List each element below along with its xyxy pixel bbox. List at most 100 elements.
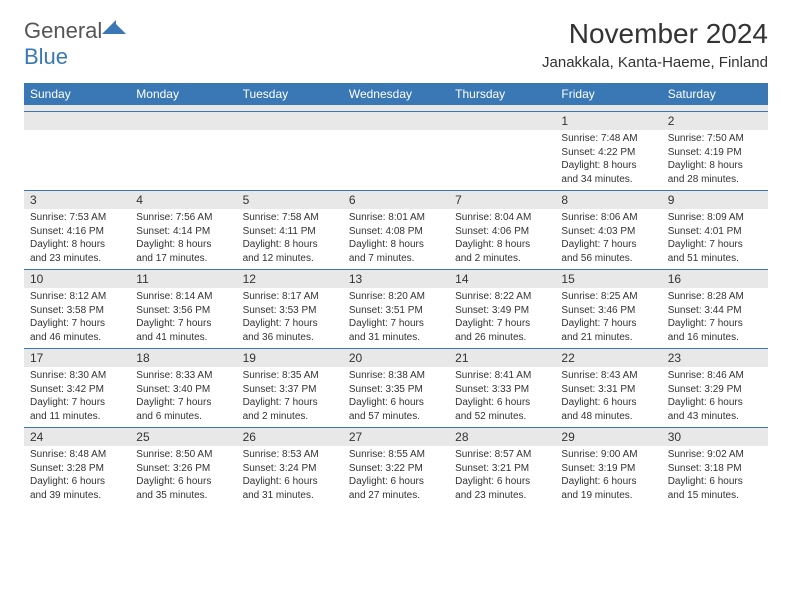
day-sunrise: Sunrise: 8:57 AM	[455, 448, 549, 462]
day-sunrise: Sunrise: 8:06 AM	[561, 211, 655, 225]
day-dl2: and 46 minutes.	[30, 331, 124, 345]
day-number	[237, 112, 343, 130]
day-body: Sunrise: 8:12 AMSunset: 3:58 PMDaylight:…	[24, 288, 130, 348]
day-dl2: and 31 minutes.	[349, 331, 443, 345]
day-sunrise: Sunrise: 8:53 AM	[243, 448, 337, 462]
day-dl1: Daylight: 6 hours	[668, 475, 762, 489]
calendar-cell: 12Sunrise: 8:17 AMSunset: 3:53 PMDayligh…	[237, 270, 343, 348]
day-dl2: and 23 minutes.	[455, 489, 549, 503]
day-number: 18	[130, 349, 236, 367]
day-body: Sunrise: 8:22 AMSunset: 3:49 PMDaylight:…	[449, 288, 555, 348]
day-body: Sunrise: 8:53 AMSunset: 3:24 PMDaylight:…	[237, 446, 343, 506]
calendar-cell: 5Sunrise: 7:58 AMSunset: 4:11 PMDaylight…	[237, 191, 343, 269]
header: General Blue November 2024 Janakkala, Ka…	[24, 18, 768, 71]
day-dl2: and 6 minutes.	[136, 410, 230, 424]
day-dl2: and 7 minutes.	[349, 252, 443, 266]
day-dl2: and 57 minutes.	[349, 410, 443, 424]
day-body: Sunrise: 8:28 AMSunset: 3:44 PMDaylight:…	[662, 288, 768, 348]
day-sunset: Sunset: 4:03 PM	[561, 225, 655, 239]
day-dl2: and 41 minutes.	[136, 331, 230, 345]
calendar-cell	[343, 112, 449, 190]
day-sunset: Sunset: 3:24 PM	[243, 462, 337, 476]
day-dl2: and 15 minutes.	[668, 489, 762, 503]
day-dl1: Daylight: 8 hours	[349, 238, 443, 252]
week-row: 17Sunrise: 8:30 AMSunset: 3:42 PMDayligh…	[24, 348, 768, 427]
logo-general: General	[24, 18, 102, 43]
logo-blue: Blue	[24, 44, 126, 70]
calendar-cell: 2Sunrise: 7:50 AMSunset: 4:19 PMDaylight…	[662, 112, 768, 190]
day-sunset: Sunset: 3:28 PM	[30, 462, 124, 476]
calendar-cell: 16Sunrise: 8:28 AMSunset: 3:44 PMDayligh…	[662, 270, 768, 348]
day-dl1: Daylight: 7 hours	[243, 396, 337, 410]
day-dl2: and 17 minutes.	[136, 252, 230, 266]
day-body: Sunrise: 7:56 AMSunset: 4:14 PMDaylight:…	[130, 209, 236, 269]
day-dl1: Daylight: 8 hours	[136, 238, 230, 252]
day-sunset: Sunset: 3:35 PM	[349, 383, 443, 397]
day-body: Sunrise: 7:53 AMSunset: 4:16 PMDaylight:…	[24, 209, 130, 269]
day-sunset: Sunset: 3:44 PM	[668, 304, 762, 318]
day-sunrise: Sunrise: 9:02 AM	[668, 448, 762, 462]
day-dl2: and 12 minutes.	[243, 252, 337, 266]
day-number: 26	[237, 428, 343, 446]
day-sunset: Sunset: 3:37 PM	[243, 383, 337, 397]
day-sunrise: Sunrise: 8:17 AM	[243, 290, 337, 304]
day-body: Sunrise: 9:00 AMSunset: 3:19 PMDaylight:…	[555, 446, 661, 506]
day-dl2: and 43 minutes.	[668, 410, 762, 424]
day-dl2: and 56 minutes.	[561, 252, 655, 266]
day-number: 11	[130, 270, 236, 288]
day-body: Sunrise: 8:50 AMSunset: 3:26 PMDaylight:…	[130, 446, 236, 506]
day-sunrise: Sunrise: 7:58 AM	[243, 211, 337, 225]
day-dl1: Daylight: 7 hours	[30, 317, 124, 331]
day-number: 12	[237, 270, 343, 288]
day-dl2: and 26 minutes.	[455, 331, 549, 345]
calendar-cell	[449, 112, 555, 190]
day-sunrise: Sunrise: 7:50 AM	[668, 132, 762, 146]
week-row: 3Sunrise: 7:53 AMSunset: 4:16 PMDaylight…	[24, 190, 768, 269]
calendar-cell: 6Sunrise: 8:01 AMSunset: 4:08 PMDaylight…	[343, 191, 449, 269]
calendar-cell: 15Sunrise: 8:25 AMSunset: 3:46 PMDayligh…	[555, 270, 661, 348]
day-dl2: and 31 minutes.	[243, 489, 337, 503]
day-sunset: Sunset: 3:53 PM	[243, 304, 337, 318]
day-sunset: Sunset: 3:26 PM	[136, 462, 230, 476]
day-sunset: Sunset: 4:19 PM	[668, 146, 762, 160]
day-dl2: and 19 minutes.	[561, 489, 655, 503]
day-sunrise: Sunrise: 8:30 AM	[30, 369, 124, 383]
day-number: 8	[555, 191, 661, 209]
day-number: 9	[662, 191, 768, 209]
calendar-cell: 9Sunrise: 8:09 AMSunset: 4:01 PMDaylight…	[662, 191, 768, 269]
day-body: Sunrise: 8:46 AMSunset: 3:29 PMDaylight:…	[662, 367, 768, 427]
day-header-sat: Saturday	[662, 83, 768, 105]
day-sunset: Sunset: 4:08 PM	[349, 225, 443, 239]
day-sunset: Sunset: 4:14 PM	[136, 225, 230, 239]
calendar-cell: 21Sunrise: 8:41 AMSunset: 3:33 PMDayligh…	[449, 349, 555, 427]
day-sunset: Sunset: 3:56 PM	[136, 304, 230, 318]
day-dl1: Daylight: 6 hours	[136, 475, 230, 489]
calendar-cell: 28Sunrise: 8:57 AMSunset: 3:21 PMDayligh…	[449, 428, 555, 506]
day-header-sun: Sunday	[24, 83, 130, 105]
day-sunset: Sunset: 3:18 PM	[668, 462, 762, 476]
day-sunset: Sunset: 4:22 PM	[561, 146, 655, 160]
day-sunrise: Sunrise: 8:55 AM	[349, 448, 443, 462]
day-sunrise: Sunrise: 8:25 AM	[561, 290, 655, 304]
week-row: 24Sunrise: 8:48 AMSunset: 3:28 PMDayligh…	[24, 427, 768, 506]
calendar-cell: 30Sunrise: 9:02 AMSunset: 3:18 PMDayligh…	[662, 428, 768, 506]
calendar-cell: 7Sunrise: 8:04 AMSunset: 4:06 PMDaylight…	[449, 191, 555, 269]
day-body: Sunrise: 8:48 AMSunset: 3:28 PMDaylight:…	[24, 446, 130, 506]
day-number: 27	[343, 428, 449, 446]
calendar-cell: 1Sunrise: 7:48 AMSunset: 4:22 PMDaylight…	[555, 112, 661, 190]
day-sunrise: Sunrise: 9:00 AM	[561, 448, 655, 462]
day-dl1: Daylight: 6 hours	[30, 475, 124, 489]
location: Janakkala, Kanta-Haeme, Finland	[542, 54, 768, 71]
day-dl2: and 2 minutes.	[243, 410, 337, 424]
calendar: Sunday Monday Tuesday Wednesday Thursday…	[24, 83, 768, 506]
day-dl2: and 28 minutes.	[668, 173, 762, 187]
day-number: 7	[449, 191, 555, 209]
calendar-cell	[24, 112, 130, 190]
day-number: 6	[343, 191, 449, 209]
day-dl1: Daylight: 7 hours	[561, 238, 655, 252]
day-sunrise: Sunrise: 8:20 AM	[349, 290, 443, 304]
day-number: 28	[449, 428, 555, 446]
calendar-cell: 24Sunrise: 8:48 AMSunset: 3:28 PMDayligh…	[24, 428, 130, 506]
day-header-tue: Tuesday	[237, 83, 343, 105]
calendar-cell: 29Sunrise: 9:00 AMSunset: 3:19 PMDayligh…	[555, 428, 661, 506]
